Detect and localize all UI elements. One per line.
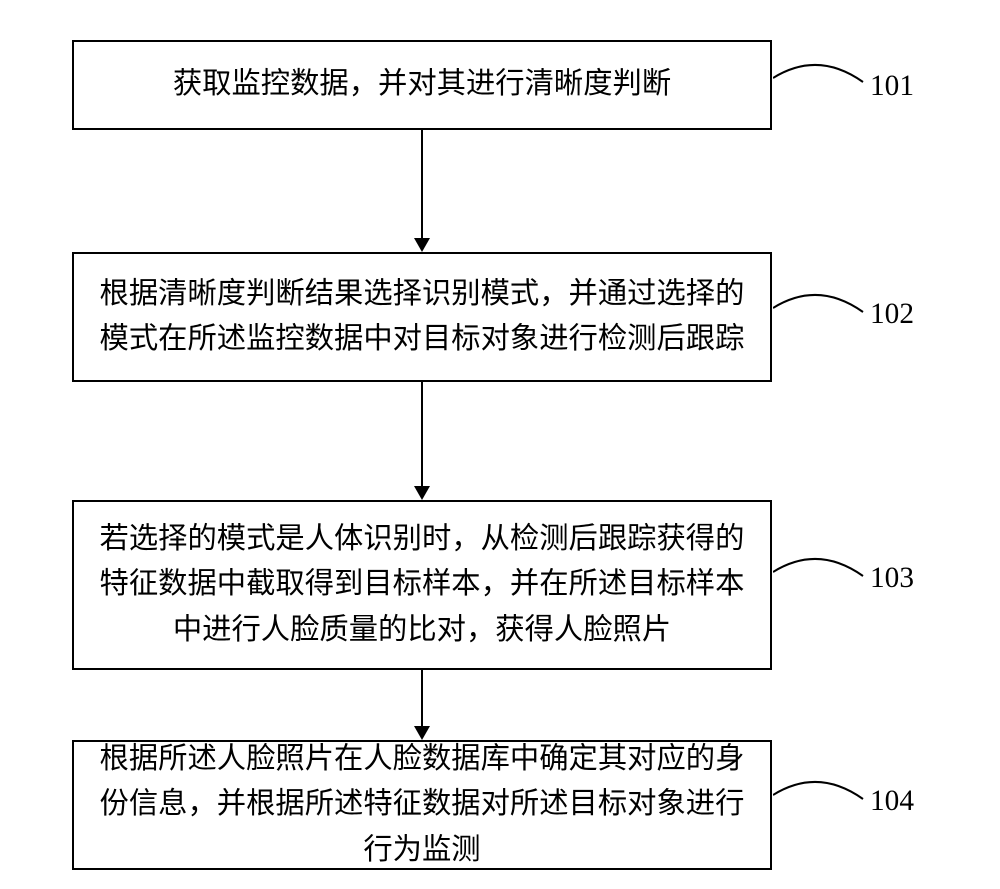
- flow-arrow: [407, 670, 437, 740]
- flow-node: 根据所述人脸照片在人脸数据库中确定其对应的身份信息，并根据所述特征数据对所述目标…: [72, 740, 772, 870]
- flow-node-text: 获取监控数据，并对其进行清晰度判断: [173, 62, 671, 107]
- step-label: 102: [870, 298, 914, 331]
- step-label: 103: [870, 562, 914, 595]
- flow-arrow: [407, 130, 437, 252]
- flow-arrow: [407, 382, 437, 500]
- label-connector: [773, 765, 873, 825]
- label-connector: [773, 542, 873, 602]
- flow-node: 获取监控数据，并对其进行清晰度判断: [72, 40, 772, 130]
- flow-node-text: 根据清晰度判断结果选择识别模式，并通过选择的模式在所述监控数据中对目标对象进行检…: [94, 272, 750, 363]
- step-label: 104: [870, 785, 914, 818]
- flow-node-text: 若选择的模式是人体识别时，从检测后跟踪获得的特征数据中截取得到目标样本，并在所述…: [94, 517, 750, 653]
- label-connector: [773, 278, 873, 338]
- step-label: 101: [870, 70, 914, 103]
- flow-node: 若选择的模式是人体识别时，从检测后跟踪获得的特征数据中截取得到目标样本，并在所述…: [72, 500, 772, 670]
- label-connector: [773, 48, 873, 108]
- flow-node: 根据清晰度判断结果选择识别模式，并通过选择的模式在所述监控数据中对目标对象进行检…: [72, 252, 772, 382]
- flow-node-text: 根据所述人脸照片在人脸数据库中确定其对应的身份信息，并根据所述特征数据对所述目标…: [94, 737, 750, 873]
- flowchart-canvas: 获取监控数据，并对其进行清晰度判断 101 根据清晰度判断结果选择识别模式，并通过选…: [0, 0, 1000, 889]
